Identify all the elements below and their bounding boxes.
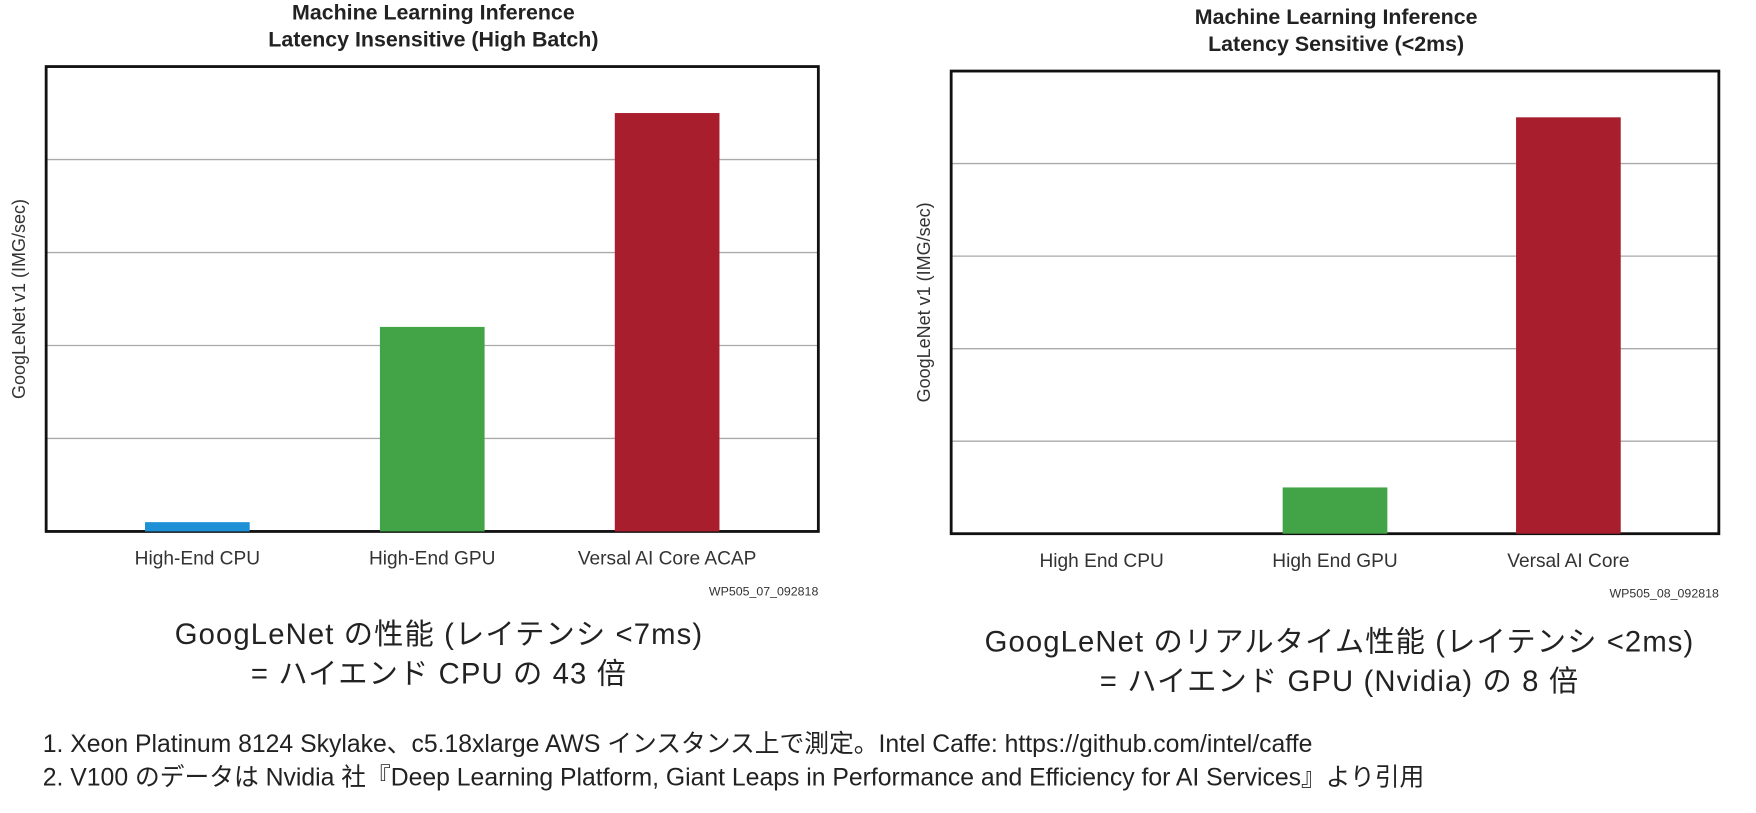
bar bbox=[145, 522, 250, 532]
y-axis-label: GoogLeNet v1 (IMG/sec) bbox=[914, 202, 934, 402]
x-tick-label: Versal AI Core bbox=[1507, 551, 1629, 572]
chart-title: Latency Sensitive (<2ms) bbox=[1208, 32, 1464, 56]
x-tick-label: Versal AI Core ACAP bbox=[578, 549, 757, 570]
chart-title: Latency Insensitive (High Batch) bbox=[268, 27, 598, 51]
source-code: WP505_08_092818 bbox=[1609, 587, 1719, 601]
x-tick-label: High End CPU bbox=[1039, 551, 1163, 572]
bar bbox=[1282, 487, 1388, 534]
bar bbox=[379, 326, 485, 532]
bar bbox=[1516, 117, 1621, 534]
source-code: WP505_07_092818 bbox=[709, 584, 819, 598]
x-tick-label: High-End CPU bbox=[135, 549, 260, 570]
footnote: 2. V100 のデータは Nvidia 社『Deep Learning Pla… bbox=[43, 764, 1425, 792]
x-tick-label: High-End GPU bbox=[369, 549, 496, 570]
caption: = ハイエンド CPU の 43 倍 bbox=[251, 657, 627, 690]
caption: GoogLeNet の性能 (レイテンシ <7ms) bbox=[175, 618, 704, 651]
bar bbox=[614, 113, 720, 532]
caption: = ハイエンド GPU (Nvidia) の 8 倍 bbox=[1100, 665, 1579, 698]
y-axis-label: GoogLeNet v1 (IMG/sec) bbox=[9, 199, 29, 399]
chart-title: Machine Learning Inference bbox=[1195, 5, 1478, 29]
x-tick-label: High End GPU bbox=[1272, 551, 1397, 572]
chart-title: Machine Learning Inference bbox=[292, 0, 575, 24]
footnote: 1. Xeon Platinum 8124 Skylake、c5.18xlarg… bbox=[43, 730, 1313, 758]
caption: GoogLeNet のリアルタイム性能 (レイテンシ <2ms) bbox=[985, 626, 1695, 659]
